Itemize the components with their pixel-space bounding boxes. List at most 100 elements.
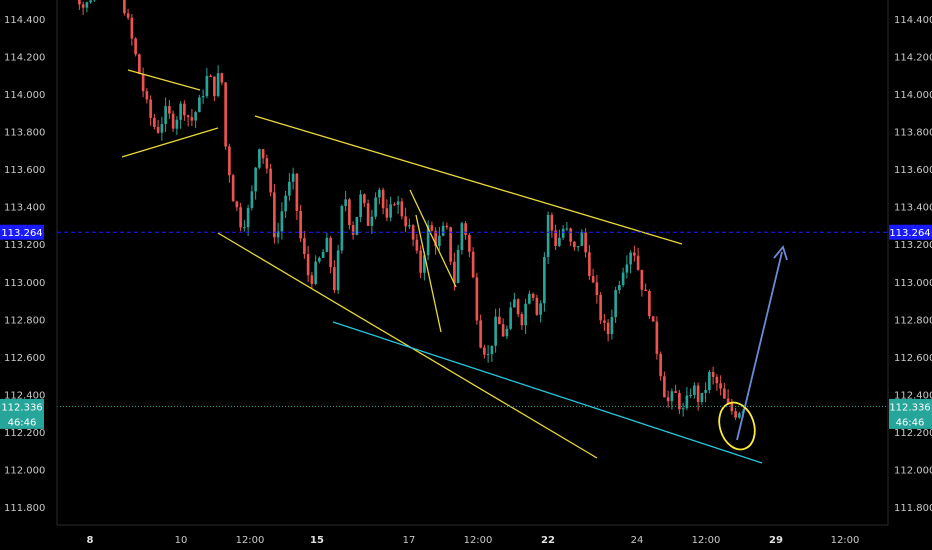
candle-body	[636, 255, 640, 270]
candle-body	[299, 210, 302, 239]
candle-body	[205, 76, 209, 97]
candle-body	[723, 388, 726, 399]
candle-body	[179, 103, 182, 120]
candle-body	[663, 376, 666, 398]
candle-body	[430, 225, 434, 231]
candle-body	[156, 126, 160, 133]
price-tag-left	[0, 398, 44, 429]
candle-body	[550, 214, 554, 231]
candle-body	[224, 82, 227, 147]
candle-body	[711, 371, 715, 377]
candle-body	[381, 189, 385, 209]
y-tick-label-right: 113.800	[894, 128, 932, 139]
candle-body	[295, 173, 299, 211]
candle-body	[599, 294, 602, 321]
wedge-lower-line[interactable]	[217, 232, 598, 459]
candle-body	[164, 106, 167, 124]
y-tick-label-left: 113.800	[4, 128, 45, 139]
candle-body	[396, 201, 400, 205]
candle-body	[479, 320, 482, 348]
candle-body	[726, 398, 730, 404]
candle-body	[393, 204, 396, 206]
candle-body	[329, 237, 332, 268]
flag-top-line[interactable]	[127, 69, 201, 91]
pennant-line-a[interactable]	[409, 189, 457, 288]
candle-body	[408, 225, 411, 227]
candle-body	[366, 203, 370, 226]
candle-body	[134, 38, 137, 55]
projection-arrow-head	[773, 245, 788, 261]
y-tick-label-right: 113.600	[894, 165, 932, 176]
channel-top-line[interactable]	[254, 115, 683, 245]
candle-body	[520, 314, 524, 326]
y-tick-label-right: 111.800	[894, 503, 932, 514]
candle-body	[213, 76, 216, 97]
candle-body	[685, 395, 689, 409]
candle-body	[321, 251, 325, 258]
y-tick-label-left: 112.600	[4, 353, 45, 364]
drawings	[121, 69, 788, 464]
candle-body	[183, 103, 186, 116]
candle-body	[738, 413, 741, 418]
candle-body	[153, 117, 156, 127]
y-tick-label-left: 114.200	[4, 53, 45, 64]
y-axis-right[interactable]: 114.400 114.200 114.000 113.800 113.600 113.4…	[894, 15, 932, 514]
pennant-line-b[interactable]	[415, 214, 442, 333]
x-tick-label: 24	[631, 535, 644, 546]
candle-body	[168, 106, 171, 114]
x-tick-label: 12:00	[464, 535, 493, 546]
candle-body	[475, 277, 479, 321]
y-tick-label-left: 113.400	[4, 203, 45, 214]
candle-body	[400, 201, 404, 217]
candle-body	[501, 324, 505, 337]
candle-body	[85, 2, 89, 8]
y-tick-label-left: 112.800	[4, 315, 45, 326]
candle-body	[415, 239, 419, 251]
candle-body	[625, 264, 629, 273]
y-tick-label-left: 113.600	[4, 165, 45, 176]
candle-body	[198, 97, 201, 113]
candle-body	[629, 252, 632, 265]
candle-body	[201, 96, 205, 98]
candle-body	[441, 225, 445, 236]
price-tag-right-text: 113.264	[889, 228, 930, 239]
projection-arrow-shaft[interactable]	[736, 251, 783, 441]
candle-body	[231, 175, 235, 202]
y-axis-left[interactable]: 114.400 114.200 114.000 113.800 113.600 113.4…	[4, 15, 45, 514]
y-tick-label-right: 113.400	[894, 203, 932, 214]
candle-body	[438, 235, 441, 247]
countdown-left: 46:46	[8, 417, 37, 428]
y-tick-label-left: 113.200	[4, 240, 45, 251]
candle-body	[318, 257, 321, 262]
y-tick-label-right: 113.200	[894, 240, 932, 251]
candle-body	[344, 199, 347, 207]
candle-body	[141, 73, 145, 92]
flag-bottom-line[interactable]	[121, 127, 219, 158]
candle-body	[243, 227, 246, 229]
candle-body	[554, 230, 557, 247]
candle-body	[516, 299, 520, 315]
candle-body	[640, 269, 644, 290]
candle-body	[370, 216, 374, 226]
candle-body	[659, 353, 662, 377]
candle-body	[584, 232, 587, 253]
candle-body	[149, 99, 152, 118]
candle-body	[160, 123, 164, 133]
x-axis[interactable]: 8 10 12:00 15 17 12:00 22 24 12:00 29 12:00	[87, 535, 860, 546]
candle-body	[471, 251, 475, 278]
candle-body	[280, 211, 284, 232]
y-tick-label-right: 112.800	[894, 315, 932, 326]
candle-body	[363, 194, 366, 204]
candle-body	[580, 232, 584, 246]
candle-body	[700, 392, 704, 402]
support-line[interactable]	[332, 321, 763, 464]
highlight-circle[interactable]	[713, 398, 760, 454]
candle-body	[546, 214, 550, 258]
candle-body	[445, 225, 449, 228]
candle-body	[734, 411, 737, 418]
price-tag-right	[889, 398, 932, 429]
candle-body	[351, 225, 355, 235]
candle-body	[633, 252, 636, 256]
candle-body	[291, 173, 295, 182]
